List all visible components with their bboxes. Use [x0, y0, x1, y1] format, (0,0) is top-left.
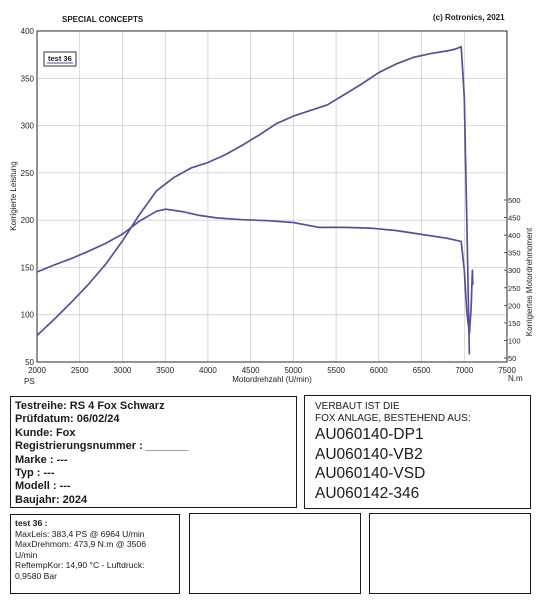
y-right-tick-label: 450: [508, 214, 521, 223]
y-left-axis-label: Korrigierte Leistung: [9, 161, 18, 230]
fitment-part-1: AU060140-DP1: [315, 426, 424, 443]
y-right-tick-label: 100: [508, 336, 521, 345]
fitment-box: VERBAUT IST DIE FOX ANLAGE, BESTEHEND AU…: [304, 395, 531, 509]
results-max-power: MaxLeis: 383,4 PS @ 6964 U/min: [15, 528, 145, 539]
y-left-unit: PS: [24, 377, 35, 386]
y-right-unit: N.m: [508, 374, 523, 383]
info-pruefdatum: Prüfdatum: 06/02/24: [15, 413, 120, 426]
results-title: test 36 :: [15, 518, 48, 528]
fitment-part-4: AU060142-346: [315, 484, 420, 502]
x-tick-label: 3500: [156, 366, 174, 375]
y-left-tick-label: 350: [21, 74, 35, 83]
fitment-part-3: AU060140-VSD: [315, 465, 426, 482]
results-reftemp: ReftempKor: 14,90 °C - Luftdruck:: [15, 560, 145, 571]
chart-series: [36, 45, 474, 355]
y-left-tick-label: 250: [21, 169, 35, 178]
legend-label: test 36: [48, 54, 72, 63]
info-registrierung: Registrierungsnummer : _______: [15, 440, 189, 453]
header-brand: SPECIAL CONCEPTS: [62, 15, 144, 24]
dyno-chart: 2000 2500 3000 3500 4000 4500 5000 5500 6000 6500…: [9, 27, 534, 386]
y-right-tick-label: 400: [508, 231, 521, 240]
x-tick-label: 5500: [327, 366, 345, 375]
results-box: test 36 : MaxLeis: 383,4 PS @ 6964 U/min…: [10, 514, 180, 594]
y-right-tick-label: 350: [508, 249, 521, 258]
info-baujahr: Baujahr: 2024: [15, 493, 88, 506]
x-axis-label: Motordrehzahl (U/min): [232, 375, 312, 384]
y-left-tick-label: 150: [21, 263, 35, 272]
x-tick-label: 2000: [28, 366, 46, 375]
empty-box-middle: [189, 513, 361, 594]
y-right-tick-label: 200: [508, 301, 521, 310]
header-copyright: (c) Rotronics, 2021: [433, 13, 505, 22]
y-left-tick-label: 200: [21, 216, 35, 225]
test-info-box: Testreihe: RS 4 Fox Schwarz Prüfdatum: 0…: [10, 396, 297, 508]
x-tick-label: 6500: [413, 366, 431, 375]
y-right-tick-label: 300: [508, 266, 521, 275]
y-right-axis-label: Korrigiertes Motordrehmoment: [525, 227, 534, 336]
x-tick-label: 7500: [498, 366, 516, 375]
power-series-line: [36, 45, 471, 355]
x-tick-label: 4000: [199, 366, 217, 375]
x-tick-label: 6000: [370, 366, 388, 375]
empty-box-right: [369, 513, 531, 594]
y-left-tick-label: 100: [21, 311, 35, 320]
plot-frame: [36, 30, 508, 363]
y-right-tick-label: 500: [508, 196, 521, 205]
x-tick-label: 7000: [455, 366, 473, 375]
y-left-tick-label: 400: [21, 27, 35, 36]
results-pressure: 0,9580 Bar: [15, 570, 58, 581]
x-tick-label: 4500: [242, 366, 260, 375]
info-kunde: Kunde: Fox: [15, 426, 76, 439]
info-typ: Typ : ---: [15, 467, 55, 480]
fitment-line-2: FOX ANLAGE, BESTEHEND AUS:: [315, 413, 471, 424]
y-right-tick-label: 50: [508, 354, 516, 363]
y-left-tick-label: 300: [21, 122, 35, 131]
x-tick-label: 5000: [284, 366, 302, 375]
results-max-torque-unit: U/min: [15, 549, 38, 560]
x-tick-label: 2500: [71, 366, 89, 375]
torque-series-line: [36, 208, 474, 335]
chart-ticks: 2000 2500 3000 3500 4000 4500 5000 5500 6000 6500…: [21, 27, 521, 375]
y-left-tick-label: 50: [25, 358, 34, 367]
info-testreihe: Testreihe: RS 4 Fox Schwarz: [15, 400, 165, 412]
y-right-tick-label: 250: [508, 284, 521, 293]
info-marke: Marke : ---: [15, 453, 68, 466]
x-tick-label: 3000: [114, 366, 132, 375]
fitment-part-2: AU060140-VB2: [315, 445, 423, 463]
chart-grid: [37, 31, 507, 362]
y-right-tick-label: 150: [508, 319, 521, 328]
results-max-torque: MaxDrehmom: 473,9 N.m @ 3506: [15, 539, 146, 550]
info-modell: Modell : ---: [15, 480, 71, 493]
fitment-line-1: VERBAUT IST DIE: [315, 401, 400, 412]
